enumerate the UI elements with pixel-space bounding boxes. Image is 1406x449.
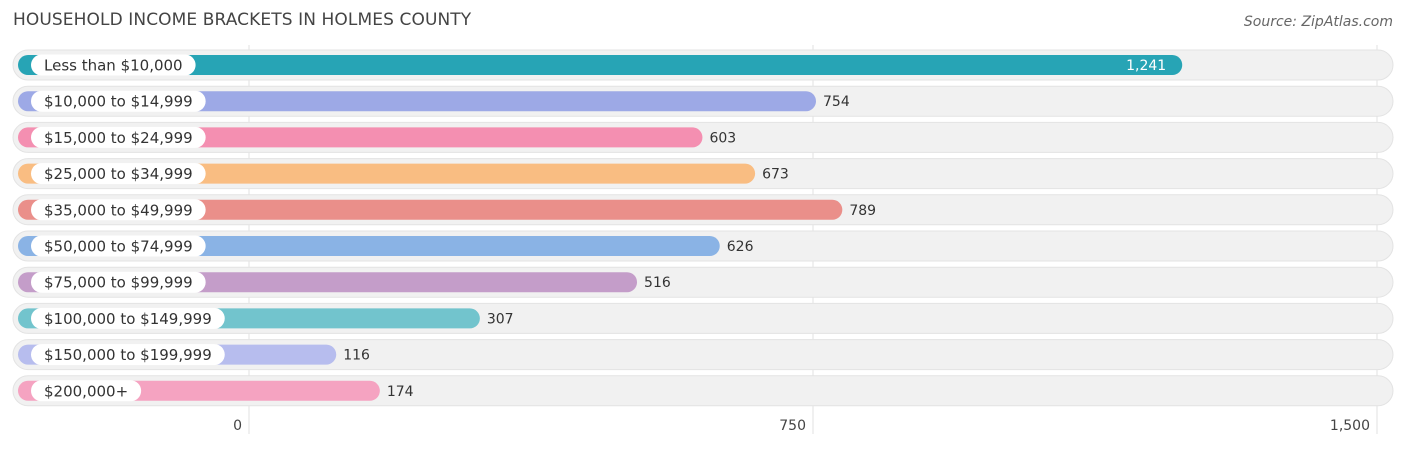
category-label: $50,000 to $74,999: [44, 238, 193, 256]
bar-row: $25,000 to $34,999 673: [12, 158, 1394, 190]
bar-row: $10,000 to $14,999 754: [12, 85, 1394, 117]
x-tick-label: 750: [779, 418, 806, 434]
value-label: 116: [343, 348, 370, 364]
bar: [18, 199, 843, 220]
category-label-pill: [31, 126, 206, 148]
x-tick-label: 0: [233, 418, 242, 434]
category-label: $100,000 to $149,999: [44, 310, 212, 328]
value-label: 789: [849, 203, 876, 219]
value-label: 1,241: [1126, 58, 1166, 74]
chart-title: HOUSEHOLD INCOME BRACKETS IN HOLMES COUN…: [13, 10, 472, 30]
category-label-pill: [31, 380, 142, 402]
value-label: 174: [387, 384, 414, 400]
bar-row: $15,000 to $24,999 603: [12, 121, 1394, 153]
x-tick-label: 1,500: [1330, 418, 1370, 434]
category-label: $35,000 to $49,999: [44, 201, 193, 219]
bar: [18, 55, 1183, 75]
bar-row: Less than $10,000 1,241: [12, 49, 1394, 81]
category-label-pill: [31, 307, 225, 329]
bar-row: $200,000+ 174: [12, 375, 1394, 407]
bar-track: [12, 339, 1394, 371]
category-label: $75,000 to $99,999: [44, 274, 193, 292]
source-note: Source: ZipAtlas.com: [1243, 14, 1393, 30]
value-label: 307: [487, 311, 514, 327]
bar-row: $50,000 to $74,999 626: [12, 230, 1394, 262]
bar-row: $35,000 to $49,999 789: [12, 194, 1394, 226]
category-label-pill: [31, 235, 206, 257]
value-label: 754: [823, 94, 850, 110]
category-label: $10,000 to $14,999: [44, 93, 193, 111]
value-label: 626: [727, 239, 754, 255]
category-label: $150,000 to $199,999: [44, 346, 212, 364]
bar-row: $150,000 to $199,999 116: [12, 339, 1394, 371]
value-label: 673: [762, 167, 789, 183]
bar: [18, 91, 817, 112]
category-label-pill: [31, 163, 206, 185]
category-label-pill: [31, 199, 206, 221]
category-label: $15,000 to $24,999: [44, 129, 193, 147]
bar-row: $75,000 to $99,999 516: [12, 266, 1394, 298]
value-label: 516: [644, 275, 671, 291]
bar-rows: Less than $10,000 1,241 $10,000 to $14,999…: [12, 49, 1394, 407]
category-label-pill: [31, 344, 225, 366]
bar-row: $100,000 to $149,999 307: [12, 302, 1394, 334]
category-label-pill: [31, 90, 206, 112]
category-label: $25,000 to $34,999: [44, 165, 193, 183]
x-axis-ticks: 0 750 1,500: [233, 418, 1370, 434]
category-label-pill: [31, 54, 196, 76]
category-label: $200,000+: [44, 382, 128, 400]
value-label: 603: [709, 130, 736, 146]
category-label-pill: [31, 271, 206, 293]
category-label: Less than $10,000: [44, 57, 183, 75]
